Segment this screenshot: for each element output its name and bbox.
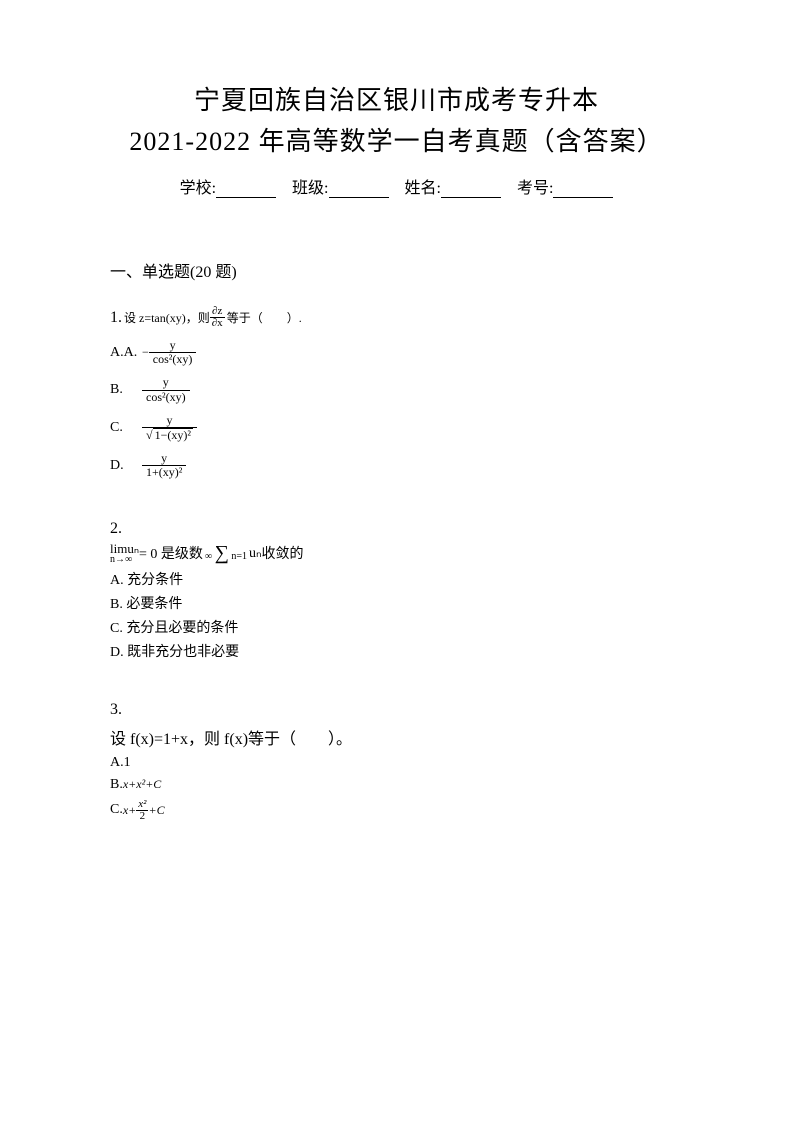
q3-number: 3. — [110, 701, 683, 719]
q2-sum-bottom: n=1 — [231, 551, 247, 562]
q3-optC-den: 2 — [136, 811, 148, 822]
q3-option-a: A.1 — [110, 755, 683, 771]
q3-optC-frac: x² 2 — [136, 799, 148, 822]
q3-optC-suffix: +C — [148, 803, 164, 818]
q1-optD-frac: y 1+(xy)² — [142, 452, 186, 479]
q2-number: 2. — [110, 520, 683, 538]
q1-option-c: C. y √1−(xy)² — [110, 414, 683, 442]
examno-blank — [553, 182, 613, 198]
name-label: 姓名: — [405, 180, 441, 197]
q2-limit-sub: n→∞ — [110, 555, 139, 565]
q1-optC-frac: y √1−(xy)² — [142, 414, 197, 442]
q1-optB-num: y — [142, 376, 190, 390]
q3-optC-prefix: x+ — [123, 803, 136, 818]
q2-sum-top: ∞ — [205, 551, 212, 562]
q1-optC-label: C. — [110, 420, 142, 436]
q3-optC-label: C. — [110, 802, 123, 818]
q3-option-b: B.x+x²+C — [110, 777, 683, 793]
q1-optB-frac: y cos²(xy) — [142, 376, 190, 403]
school-blank — [216, 182, 276, 198]
name-blank — [441, 182, 501, 198]
q1-optB-label: B. — [110, 382, 142, 398]
q1-option-a: A.A. − y cos²(xy) — [110, 339, 683, 366]
q2-option-d: D. 既非充分也非必要 — [110, 641, 683, 661]
q3-optB-formula: x+x²+C — [123, 777, 161, 791]
q1-optD-den: 1+(xy)² — [142, 466, 186, 479]
q1-optA-den: cos²(xy) — [149, 353, 197, 366]
q1-stem-suffix: 等于（ ）. — [227, 309, 302, 326]
question-1: 1. 设 z=tan(xy)，则 ∂z ∂x 等于（ ）. A.A. − y c… — [110, 306, 683, 480]
class-blank — [329, 182, 389, 198]
q2-sum-block: ∞ ∑ n=1 — [205, 544, 247, 562]
q2-equals: = 0 是级数 — [139, 543, 203, 563]
q1-partial-den: ∂x — [210, 318, 225, 329]
q3-optB-label: B. — [110, 777, 123, 792]
q1-optA-frac: y cos²(xy) — [149, 339, 197, 366]
q2-option-a: A. 充分条件 — [110, 569, 683, 589]
q3-option-c: C. x+ x² 2 +C — [110, 799, 683, 822]
q1-optC-den: √1−(xy)² — [142, 428, 197, 442]
q2-option-c: C. 充分且必要的条件 — [110, 617, 683, 637]
q1-optD-label: D. — [110, 458, 142, 474]
q1-number: 1. — [110, 309, 122, 327]
q1-option-d: D. y 1+(xy)² — [110, 452, 683, 479]
q1-stem-prefix: 设 z=tan(xy)，则 — [124, 309, 210, 326]
q1-optA-label: A.A. — [110, 345, 142, 361]
question-3: 3. 设 f(x)=1+x，则 f(x)等于（ ）。 A.1 B.x+x²+C … — [110, 701, 683, 822]
q1-optD-num: y — [142, 452, 186, 466]
q1-option-b: B. y cos²(xy) — [110, 376, 683, 403]
title-line1: 宁夏回族自治区银川市成考专升本 — [110, 80, 683, 117]
q1-optC-num: y — [142, 414, 197, 428]
q3-stem: 设 f(x)=1+x，则 f(x)等于（ ）。 — [110, 725, 683, 749]
q2-sum-var: uₙ — [249, 545, 262, 562]
class-label: 班级: — [292, 180, 328, 197]
title-line2: 2021-2022 年高等数学一自考真题（含答案） — [110, 121, 683, 158]
q3-optC-num: x² — [136, 799, 148, 811]
sum-icon: ∑ — [215, 542, 229, 564]
q1-optB-den: cos²(xy) — [142, 391, 190, 404]
q2-limit-block: limuₙ n→∞ — [110, 542, 139, 565]
school-label: 学校: — [180, 180, 216, 197]
question-2: 2. limuₙ n→∞ = 0 是级数 ∞ ∑ n=1 uₙ 收敛的 A. 充… — [110, 520, 683, 661]
section-heading: 一、单选题(20 题) — [110, 258, 683, 282]
q1-partial-frac: ∂z ∂x — [210, 306, 225, 329]
q2-option-b: B. 必要条件 — [110, 593, 683, 613]
q2-suffix: 收敛的 — [262, 543, 304, 563]
q1-optA-num: y — [149, 339, 197, 353]
info-line: 学校: 班级: 姓名: 考号: — [110, 174, 683, 198]
q2-stem: limuₙ n→∞ = 0 是级数 ∞ ∑ n=1 uₙ 收敛的 — [110, 542, 683, 565]
examno-label: 考号: — [517, 180, 553, 197]
